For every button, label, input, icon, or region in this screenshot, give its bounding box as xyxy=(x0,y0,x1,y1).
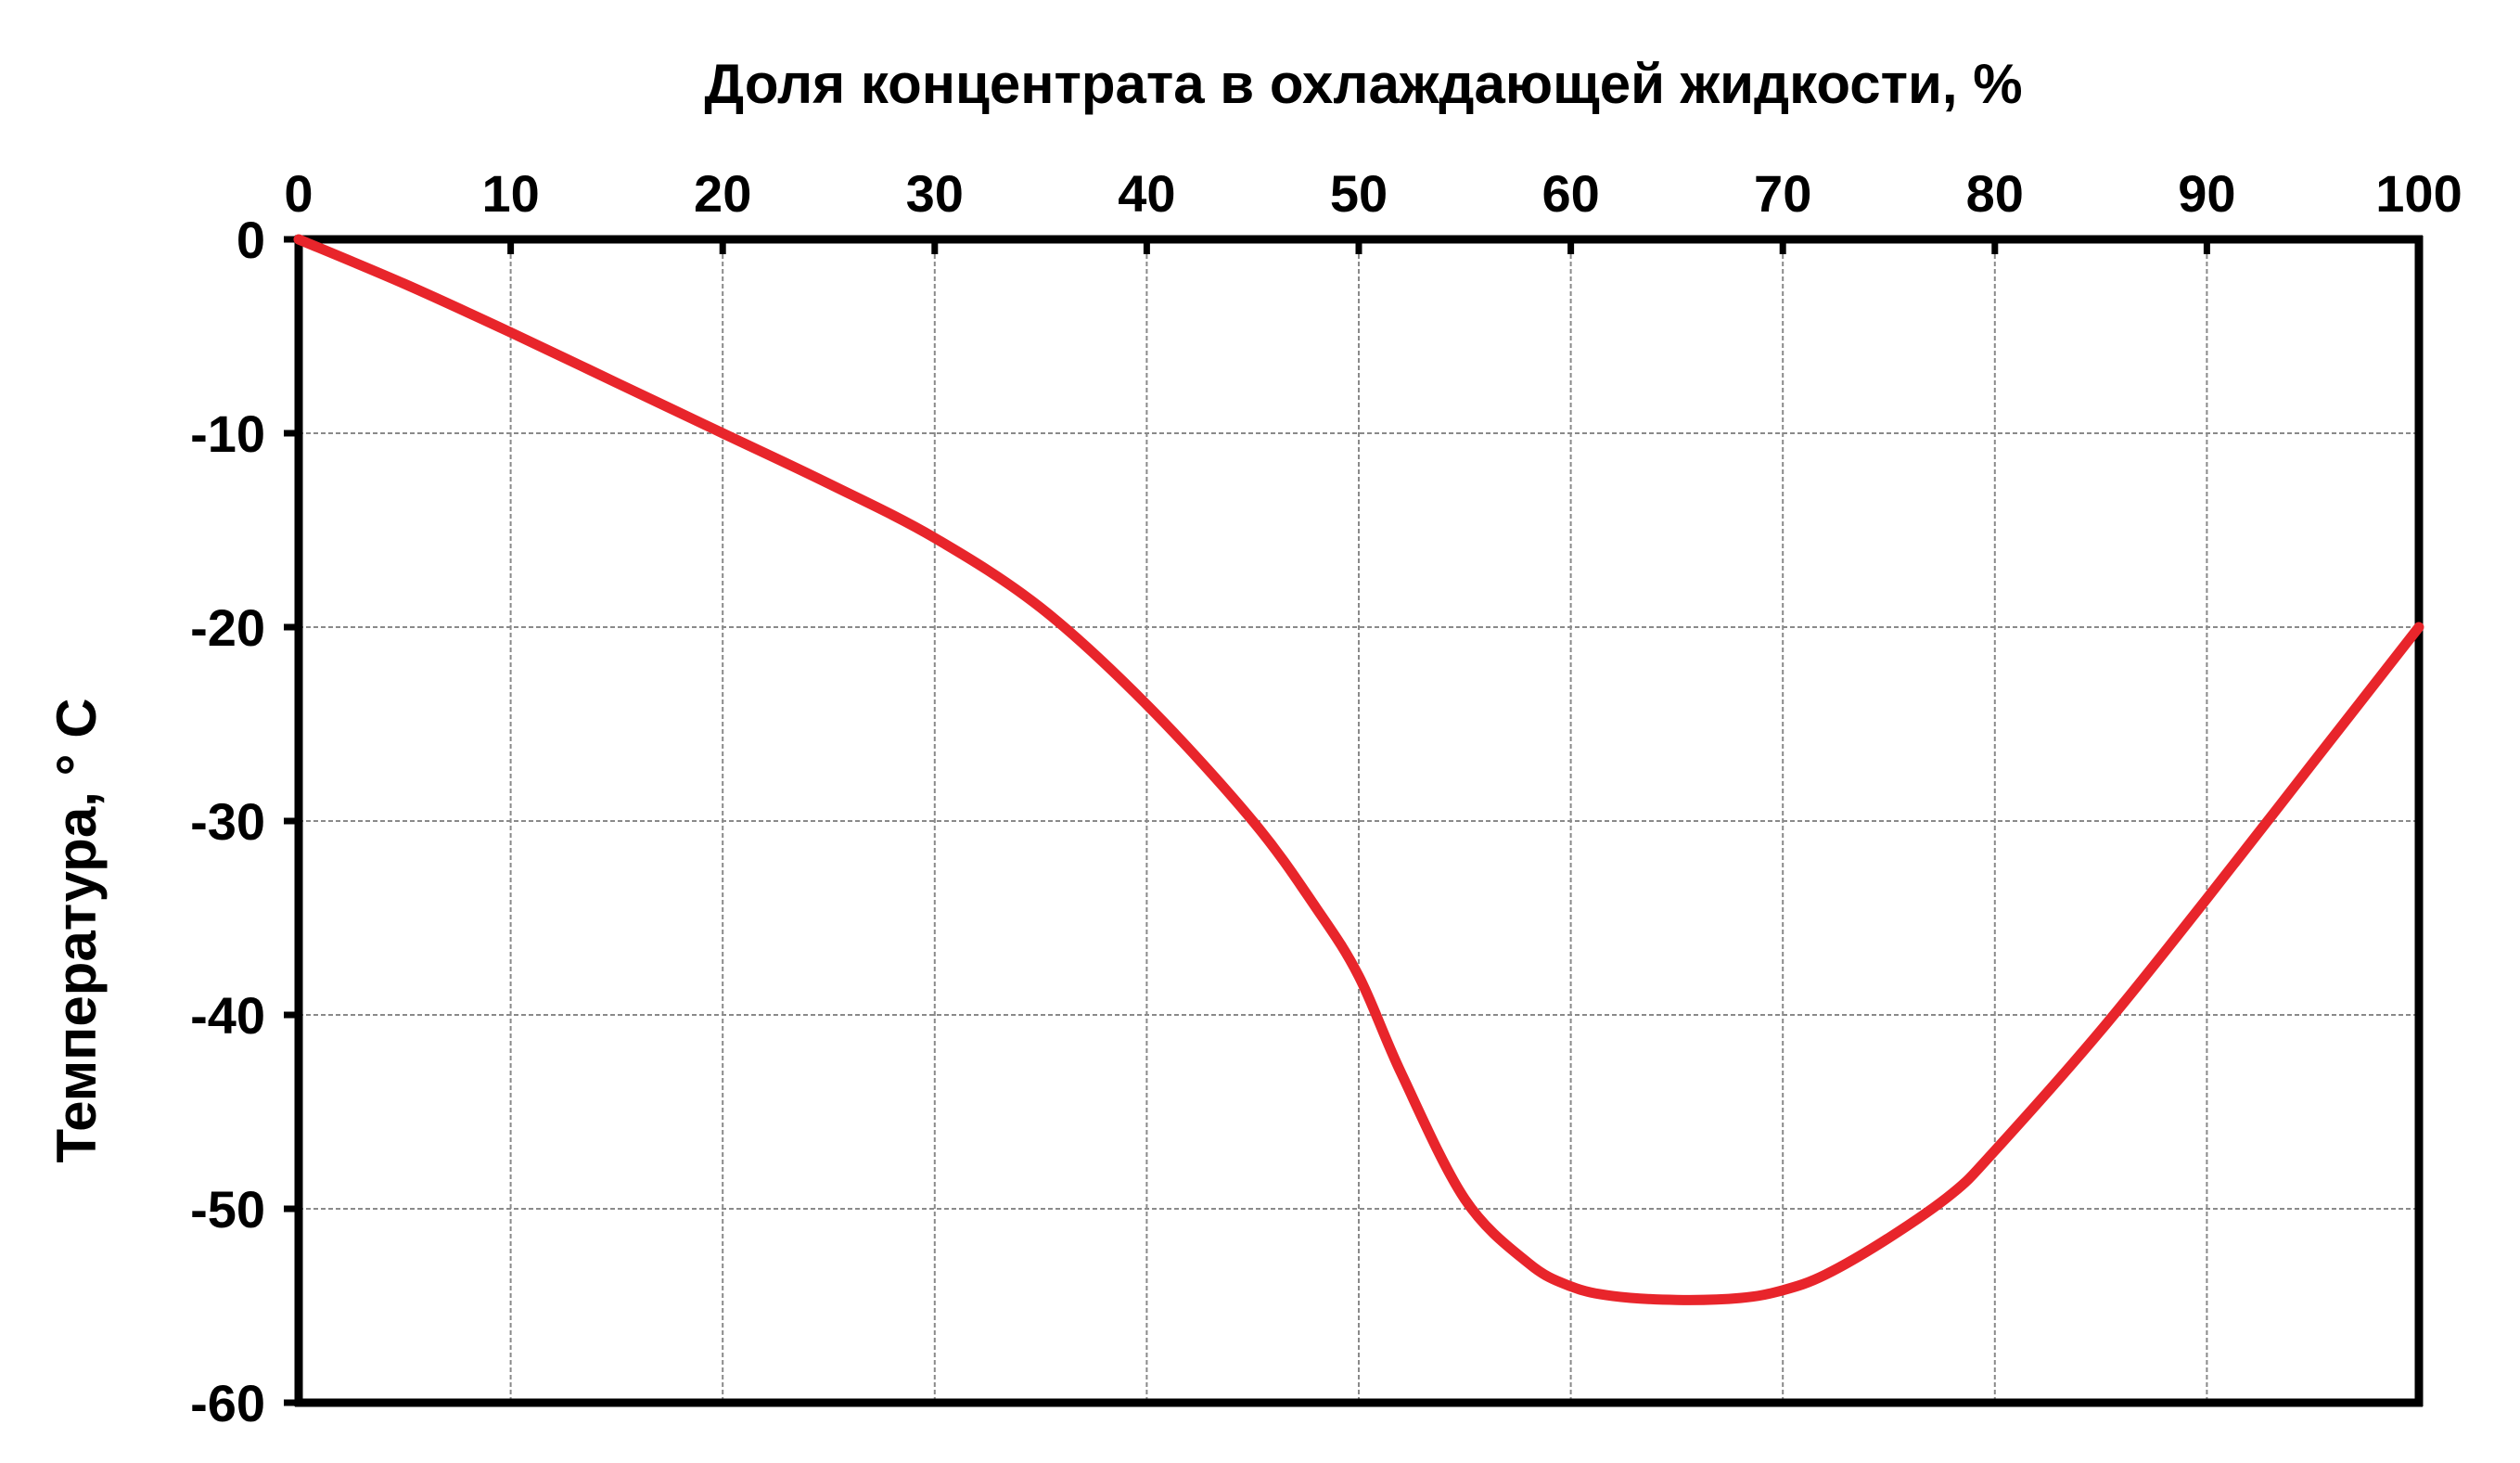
tick-labels: 0 10 20 30 40 50 60 70 80 90 100 0 -10 -20 -30 -40 -50 -6… xyxy=(190,164,2462,1432)
y-tick-label: -10 xyxy=(190,404,265,463)
x-tick-label: 70 xyxy=(1754,164,1811,223)
x-tick-label: 0 xyxy=(284,164,313,223)
series xyxy=(293,234,2424,1305)
x-tick-label: 100 xyxy=(2375,164,2462,223)
y-tick-label: -20 xyxy=(190,598,265,657)
x-tick-label: 50 xyxy=(1330,164,1388,223)
y-tick-label: -40 xyxy=(190,986,265,1045)
y-tick-label: -60 xyxy=(190,1374,265,1432)
grid xyxy=(299,239,2419,1403)
x-tick-label: 10 xyxy=(481,164,539,223)
x-tick-label: 30 xyxy=(906,164,964,223)
x-axis-title: Доля концентрата в охлаждающей жидкости,… xyxy=(704,53,2022,115)
x-tick-label: 90 xyxy=(2178,164,2235,223)
x-tick-label: 80 xyxy=(1966,164,2024,223)
y-tick-label: -50 xyxy=(190,1180,265,1238)
x-tick-label: 60 xyxy=(1541,164,1599,223)
x-tick-label: 20 xyxy=(694,164,751,223)
y-tick-label: 0 xyxy=(237,211,265,269)
series-line xyxy=(293,234,2424,1305)
x-tick-label: 40 xyxy=(1118,164,1175,223)
y-tick-label: -30 xyxy=(190,792,265,851)
y-axis-title: Температура, ° С xyxy=(45,698,108,1162)
